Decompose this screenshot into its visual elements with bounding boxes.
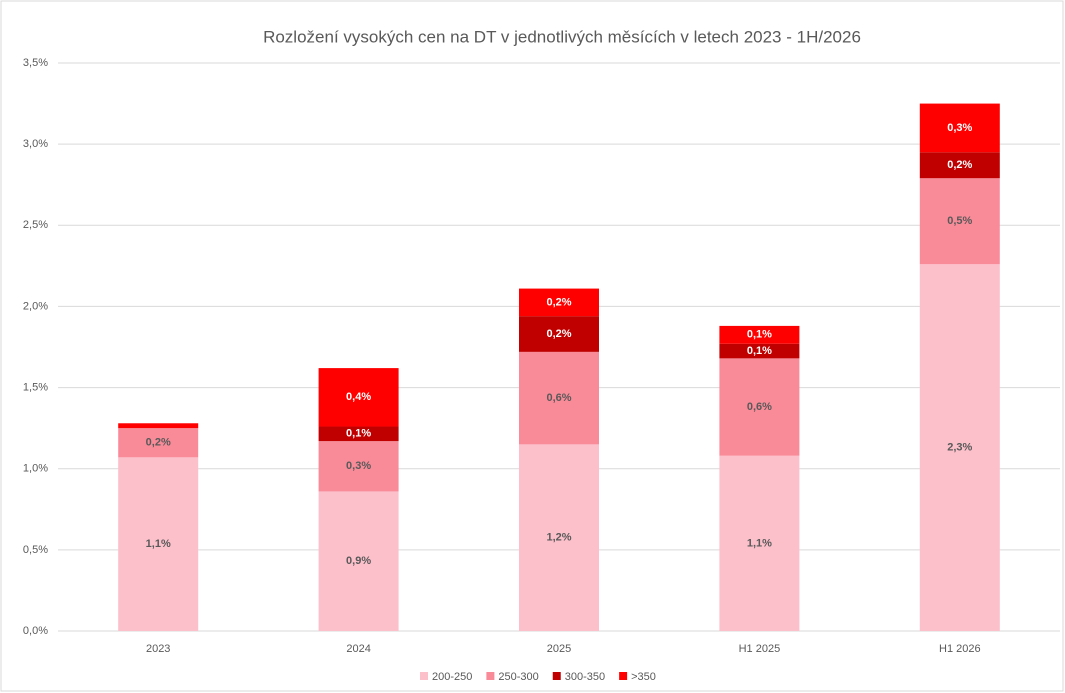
bar-segment (719, 325, 800, 344)
legend-swatch (486, 672, 495, 680)
bar-segment (919, 103, 1000, 153)
legend-label: 250-300 (498, 671, 538, 683)
y-tick-label: 0,5% (23, 544, 48, 556)
data-label: 0,6% (747, 401, 772, 413)
legend-label: 300-350 (565, 671, 605, 683)
bar-segment (118, 428, 199, 458)
bar-segment (919, 178, 1000, 265)
legend-label: >350 (631, 671, 656, 683)
y-tick-label: 2,0% (23, 300, 48, 312)
chart-title: Rozložení vysokých cen na DT v jednotliv… (263, 27, 861, 46)
data-label: 0,2% (146, 437, 171, 449)
bar-segment (118, 457, 199, 631)
data-label: 0,9% (346, 555, 371, 567)
data-label: 2,3% (947, 442, 972, 454)
data-label: 1,1% (146, 538, 171, 550)
data-label: 0,6% (546, 392, 571, 404)
y-tick-label: 2,5% (23, 219, 48, 231)
legend-swatch (420, 672, 428, 680)
data-label: 0,2% (546, 296, 571, 308)
x-tick-label: H1 2026 (939, 643, 981, 655)
data-label: 0,4% (346, 391, 371, 403)
data-label: 1,2% (546, 532, 571, 544)
bar-segment (919, 152, 1000, 179)
bar-segment (519, 288, 599, 317)
data-label: 0,3% (947, 122, 972, 134)
y-tick-label: 1,5% (23, 381, 48, 393)
bar-segment (318, 491, 399, 631)
y-tick-label: 3,5% (23, 57, 48, 69)
x-tick-label: H1 2025 (739, 643, 781, 655)
x-tick-label: 2025 (547, 643, 571, 655)
bar-segment (719, 358, 800, 456)
data-label: 0,2% (546, 328, 571, 340)
data-label: 0,5% (947, 215, 972, 227)
data-label: 1,1% (747, 537, 772, 549)
bar-segment (118, 423, 199, 429)
y-tick-label: 0,0% (23, 625, 48, 637)
bar-segment (519, 351, 599, 445)
bar-segment (719, 343, 800, 359)
y-tick-label: 1,0% (23, 463, 48, 475)
legend-swatch (619, 672, 628, 680)
data-label: 0,1% (747, 329, 772, 341)
data-label: 0,2% (947, 159, 972, 171)
y-tick-label: 3,0% (23, 138, 48, 150)
bar-segment (318, 441, 399, 492)
bar-segment (719, 455, 800, 631)
data-label: 0,1% (346, 428, 371, 440)
x-tick-label: 2023 (146, 643, 170, 655)
bar-segment (519, 444, 599, 631)
bar-segment (318, 368, 399, 427)
legend-swatch (552, 672, 561, 680)
data-label: 0,1% (747, 345, 772, 357)
legend-label: 200-250 (432, 671, 472, 683)
x-tick-label: 2024 (346, 643, 370, 655)
bar-segment (318, 426, 399, 442)
data-label: 0,3% (346, 460, 371, 472)
bar-segment (919, 264, 1000, 631)
bar-segment (519, 316, 599, 352)
